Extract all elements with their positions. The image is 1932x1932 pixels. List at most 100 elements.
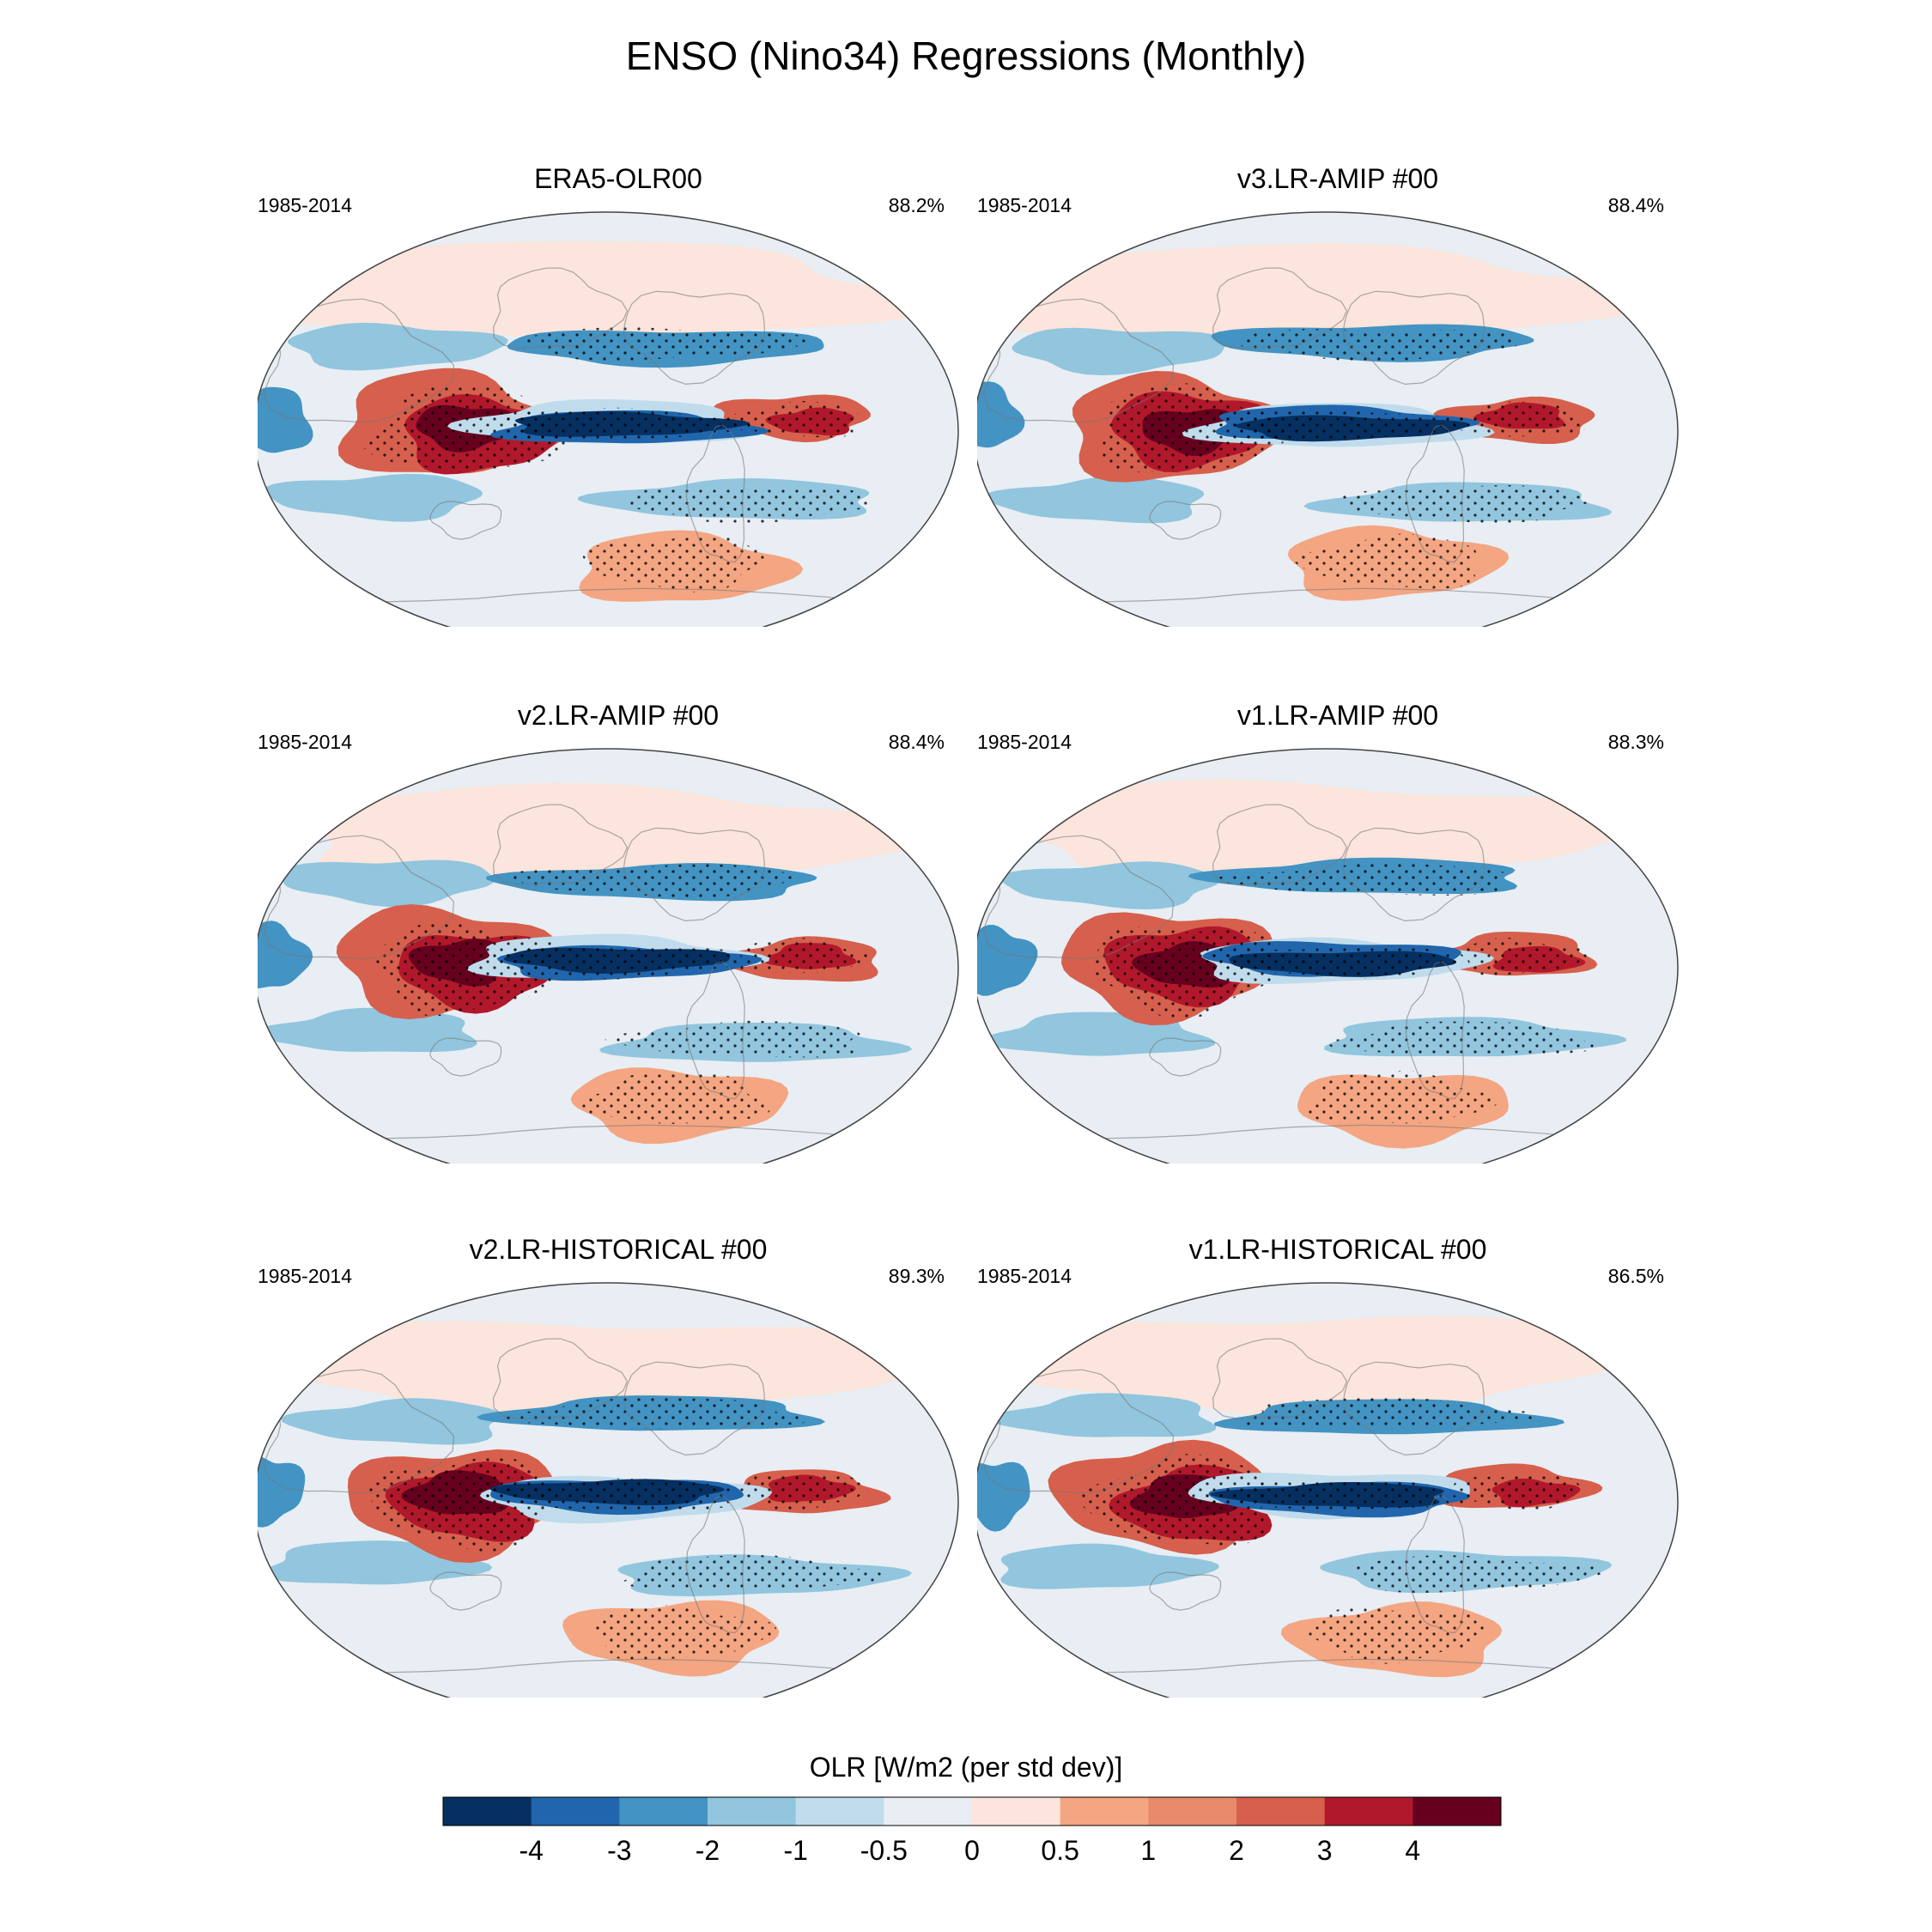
map-panel-v2-historical: v2.LR-HISTORICAL #00 1985-2014 89.3% — [258, 1234, 979, 1698]
map-panel-era5: ERA5-OLR00 1985-2014 88.2% — [258, 163, 979, 627]
coastline — [429, 501, 502, 540]
coastline — [492, 1338, 629, 1419]
significance-stippling — [1212, 408, 1477, 442]
colorbar-segment — [1324, 1797, 1413, 1826]
coastline — [258, 1658, 906, 1698]
western-blue-edge — [258, 920, 313, 989]
map-border — [258, 211, 959, 627]
north-blue-band-west — [282, 860, 495, 908]
colorbar-segment — [619, 1797, 708, 1826]
south-blue-band-west — [982, 476, 1205, 524]
south-blue-band-west — [1000, 1543, 1219, 1589]
south-blue-band-west — [258, 1007, 477, 1053]
coastline — [1405, 961, 1465, 1100]
significance-stippling — [576, 1071, 772, 1124]
significance-stippling — [1237, 1397, 1540, 1429]
colorbar-tick-label: 0.5 — [1041, 1835, 1078, 1866]
colorbar-segment — [972, 1797, 1061, 1826]
colorbar-segment — [1413, 1797, 1502, 1826]
coastline — [977, 1658, 1625, 1698]
coastline — [258, 1124, 906, 1163]
colorbar-tick-label: 3 — [1317, 1835, 1333, 1866]
map-panel-v2-amip: v2.LR-AMIP #00 1985-2014 88.4% — [258, 700, 979, 1163]
coastline — [263, 1369, 455, 1494]
significance-stippling — [1216, 863, 1509, 896]
coastline — [1342, 290, 1485, 386]
significance-stippling — [520, 327, 815, 361]
colorbar-segment — [795, 1797, 884, 1826]
coastline — [1212, 267, 1348, 349]
map-border — [258, 748, 959, 1163]
colorbar-tick-label: -4 — [519, 1835, 543, 1866]
north-pale-red-band — [981, 1315, 1619, 1420]
coastline — [1342, 1361, 1485, 1456]
panel-years: 1985-2014 — [258, 731, 352, 753]
significance-stippling — [495, 407, 765, 440]
western-blue-edge — [977, 1461, 1030, 1532]
south-blue-band-west — [264, 473, 483, 522]
panel-title: v1.LR-HISTORICAL #00 — [1188, 1234, 1487, 1265]
significance-stippling — [1200, 945, 1463, 979]
coastline — [429, 1037, 502, 1077]
panel-years: 1985-2014 — [258, 194, 352, 216]
coastline — [685, 1495, 745, 1634]
significance-stippling — [1079, 1454, 1269, 1546]
coastline — [1212, 804, 1348, 885]
panel-years: 1985-2014 — [977, 1265, 1072, 1287]
coastline — [982, 835, 1175, 960]
coastline — [1405, 424, 1465, 563]
map-border — [977, 211, 1679, 627]
regression-map — [977, 211, 1679, 627]
regression-map — [977, 1282, 1679, 1698]
panel-title: v1.LR-AMIP #00 — [1236, 700, 1439, 731]
colorbar-tick-label: 2 — [1229, 1835, 1244, 1866]
colorbar-segment — [443, 1797, 532, 1826]
coastline — [429, 1571, 502, 1611]
coastline — [1149, 1571, 1222, 1611]
north-blue-band-west — [288, 322, 508, 371]
significance-stippling — [1097, 383, 1292, 473]
significance-stippling — [1326, 1021, 1600, 1057]
western-blue-edge — [977, 925, 1038, 996]
significance-stippling — [1308, 1070, 1498, 1124]
significance-stippling — [375, 920, 567, 1017]
map-border — [977, 1282, 1679, 1698]
panel-percent: 88.2% — [888, 194, 945, 216]
significance-stippling — [1308, 1607, 1486, 1664]
map-panel-v1-amip: v1.LR-AMIP #00 1985-2014 88.3% — [977, 700, 1698, 1163]
significance-stippling — [1447, 401, 1589, 437]
coastline — [982, 298, 1175, 423]
coastline — [982, 1369, 1175, 1494]
north-pale-red-band — [274, 1321, 912, 1425]
panel-title: v2.LR-AMIP #00 — [517, 700, 720, 731]
north-blue-band-west — [280, 1398, 501, 1445]
panel-percent: 86.5% — [1607, 1265, 1664, 1287]
significance-stippling — [1294, 533, 1478, 589]
significance-stippling — [623, 1555, 889, 1591]
significance-stippling — [489, 946, 744, 980]
map-panel-v1-historical: v1.LR-HISTORICAL #00 1985-2014 86.5% — [977, 1234, 1698, 1698]
coastline — [623, 290, 765, 386]
significance-stippling — [1093, 927, 1277, 1020]
colorbar-title: OLR [W/m2 (per std dev)] — [809, 1752, 1123, 1783]
panel-title: v3.LR-AMIP #00 — [1236, 163, 1439, 194]
significance-stippling — [736, 1473, 865, 1512]
panel-percent: 88.4% — [888, 731, 945, 753]
map-border — [258, 1282, 959, 1698]
coastline — [263, 835, 455, 960]
colorbar-segment — [884, 1797, 973, 1826]
regression-map — [977, 748, 1679, 1163]
significance-stippling — [1458, 938, 1592, 976]
north-blue-band-west — [988, 1393, 1217, 1437]
significance-stippling — [364, 385, 567, 473]
north-pale-red-band — [988, 243, 1675, 340]
regression-map — [258, 1282, 959, 1698]
western-blue-edge — [258, 1455, 306, 1528]
colorbar-tick-label: -2 — [696, 1835, 720, 1866]
coastline — [1149, 501, 1222, 540]
significance-stippling — [498, 1398, 811, 1429]
colorbar-tick-label: 0 — [964, 1835, 980, 1866]
coastline — [977, 1124, 1625, 1163]
colorbar-frame — [442, 1796, 1502, 1826]
coastline — [685, 961, 745, 1100]
